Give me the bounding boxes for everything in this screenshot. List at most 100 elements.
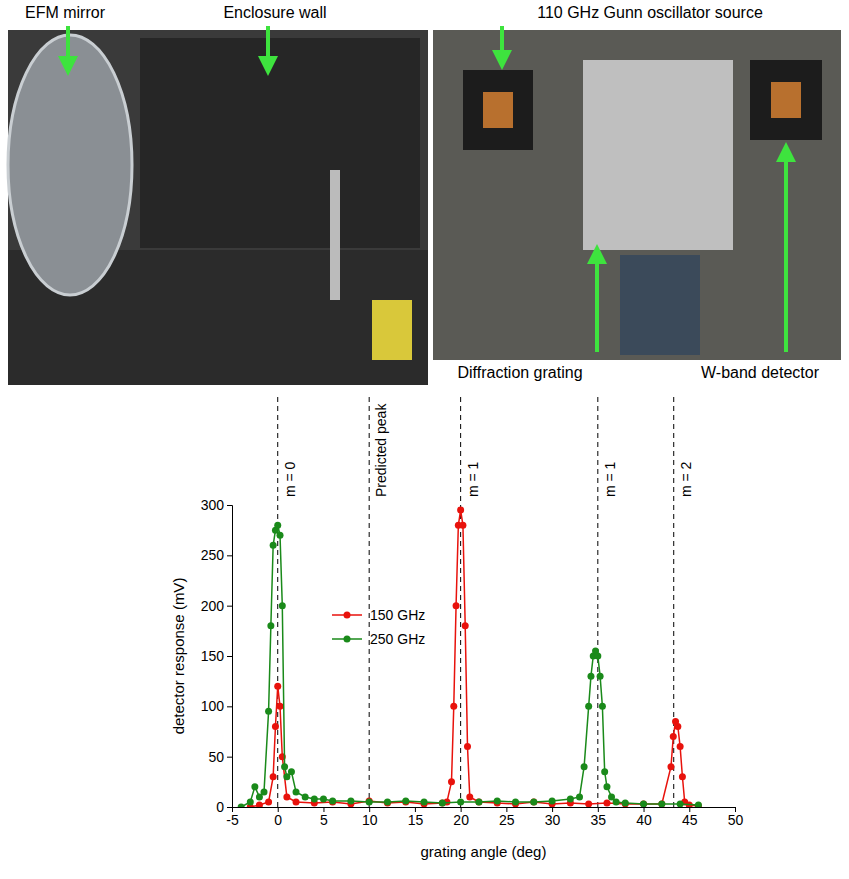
series-point <box>466 793 473 800</box>
photo-label: 110 GHz Gunn oscillator source <box>537 4 763 21</box>
series-point <box>457 507 464 514</box>
series-point <box>439 799 446 806</box>
legend-marker <box>344 636 351 643</box>
series-point <box>677 743 684 750</box>
series-point <box>256 801 263 807</box>
series-point <box>267 622 274 629</box>
series-point <box>439 799 446 806</box>
series-point <box>603 799 610 806</box>
series-point <box>567 795 574 802</box>
tick: 200 <box>201 598 232 614</box>
tick-label: 0 <box>274 812 282 828</box>
series-point <box>658 800 665 807</box>
photo-detector-horn <box>771 82 801 118</box>
tick-label: 35 <box>591 812 607 828</box>
y-axis: 050100150200250300 <box>201 497 233 815</box>
series-point <box>238 804 245 808</box>
annotation-label: Predicted peak <box>373 403 389 497</box>
series-point <box>283 793 290 800</box>
photo-arrow <box>500 26 504 66</box>
series-point <box>277 703 284 710</box>
series-point <box>530 798 537 805</box>
series-point <box>464 743 471 750</box>
series-point <box>288 768 295 775</box>
tick-mark <box>227 505 232 506</box>
series-point <box>274 522 281 529</box>
series-point <box>421 798 428 805</box>
photo-stage <box>620 255 700 355</box>
legend-label: 150 GHz <box>370 607 425 623</box>
series-line <box>241 525 698 807</box>
plot-data <box>238 507 702 807</box>
tick: -5 <box>226 807 239 828</box>
tick-mark <box>227 606 232 607</box>
photo-post <box>330 170 340 300</box>
series-point <box>679 773 686 780</box>
series-point <box>320 795 327 802</box>
series-point <box>597 673 604 680</box>
tick-label: 150 <box>201 648 225 664</box>
series-point <box>494 797 501 804</box>
series-point <box>640 800 647 807</box>
x-axis: -505101520253035404550 <box>226 807 743 828</box>
photo-source <box>463 70 533 150</box>
photo-meter <box>372 300 412 360</box>
y-axis-title: detector response (mV) <box>170 578 187 735</box>
series-point <box>599 703 606 710</box>
tick: 20 <box>453 807 469 828</box>
photo-arrow <box>66 26 70 72</box>
series-point <box>265 798 272 805</box>
tick-label: 300 <box>201 497 225 513</box>
series-point <box>594 653 601 660</box>
photo-label: Diffraction grating <box>457 364 582 381</box>
tick-label: 40 <box>636 812 652 828</box>
tick: 40 <box>636 807 652 828</box>
tick: 300 <box>201 497 232 513</box>
tick-label: 25 <box>499 812 515 828</box>
series-point <box>640 800 647 807</box>
photo-grating <box>583 60 733 250</box>
tick-mark <box>227 807 232 808</box>
series-point <box>450 703 457 710</box>
photo-right <box>433 30 841 360</box>
series-point <box>576 793 583 800</box>
tick: 0 <box>216 799 232 815</box>
series-point <box>293 798 300 805</box>
legend: 150 GHz250 GHz <box>332 607 425 647</box>
annotation-line <box>673 395 674 807</box>
series-point <box>366 798 373 805</box>
series-point <box>329 797 336 804</box>
annotation-line <box>369 395 370 807</box>
axis-line <box>233 808 736 813</box>
series-line <box>250 510 698 807</box>
series-point <box>274 683 281 690</box>
series-point <box>247 798 254 805</box>
tick-label: 100 <box>201 698 225 714</box>
tick-label: 30 <box>545 812 561 828</box>
series-point <box>272 723 279 730</box>
tick: 150 <box>201 648 232 664</box>
tick: 100 <box>201 698 232 714</box>
tick: 30 <box>545 807 561 828</box>
tick-mark <box>227 555 232 556</box>
photo-label: Enclosure wall <box>223 4 326 21</box>
photo-left <box>8 30 428 385</box>
photo-source-horn <box>483 92 513 128</box>
series-point <box>251 783 258 790</box>
series-point <box>281 763 288 770</box>
tick: 10 <box>362 807 378 828</box>
tick-label: 200 <box>201 598 225 614</box>
photo-mirror <box>8 35 132 295</box>
series-point <box>549 797 556 804</box>
tick-mark <box>227 656 232 657</box>
tick: 5 <box>320 807 328 828</box>
annotations: m = 0Predicted peakm = 1m = 1m = 2 <box>278 395 694 807</box>
x-axis-title: grating angle (deg) <box>421 843 547 860</box>
tick-mark <box>227 706 232 707</box>
photo-wall <box>140 38 420 248</box>
series-point <box>265 708 272 715</box>
photo-panels <box>8 30 841 385</box>
annotation-label: m = 1 <box>602 461 618 497</box>
series-point <box>462 622 469 629</box>
photo-label: W-band detector <box>701 364 820 381</box>
